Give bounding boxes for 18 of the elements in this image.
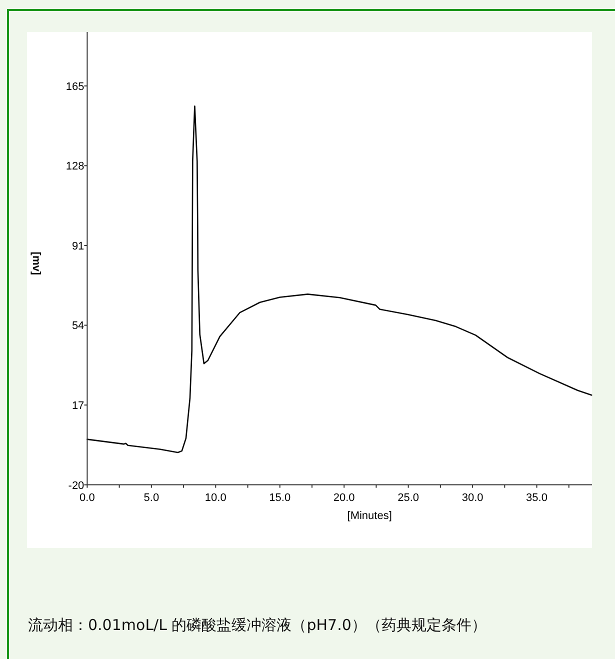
y-tick-label: 91 bbox=[72, 240, 84, 252]
x-tick-label: 20.0 bbox=[333, 492, 355, 504]
x-tick-label: 10.0 bbox=[204, 492, 226, 504]
line-series bbox=[86, 106, 592, 454]
text: 流动相：0.01moL/L 的磷酸盐缓冲溶液（pH7.0）（药典规定条件） bbox=[28, 616, 486, 634]
x-tick-label: 0.0 bbox=[80, 492, 95, 504]
y-tick-label: 54 bbox=[72, 320, 84, 332]
x-tick-label: 35.0 bbox=[526, 492, 548, 504]
x-tick-label: 30.0 bbox=[462, 492, 484, 504]
y-axis-title: [mv] bbox=[30, 252, 42, 276]
y-tick-label: -20 bbox=[68, 480, 84, 492]
y-tick-label: 17 bbox=[72, 400, 84, 412]
x-tick-label: 15.0 bbox=[269, 492, 291, 504]
x-tick-label: 5.0 bbox=[144, 492, 160, 504]
y-tick-label: 165 bbox=[66, 80, 84, 93]
x-axis-title: [Minutes] bbox=[347, 510, 392, 522]
x-tick-label: 25.0 bbox=[398, 492, 420, 504]
y-tick-label: 128 bbox=[66, 160, 84, 173]
